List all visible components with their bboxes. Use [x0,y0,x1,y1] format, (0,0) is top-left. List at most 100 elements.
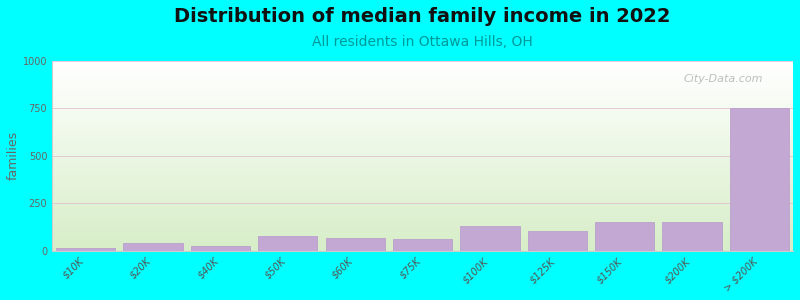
Bar [52,133,793,134]
Bar [52,168,793,169]
Bar [52,158,793,159]
Bar [52,145,793,146]
Bar [52,195,793,196]
Bar [52,220,793,221]
Bar [52,101,793,102]
Bar [52,77,793,78]
Bar [52,231,793,232]
Bar [52,85,793,86]
Bar [52,232,793,233]
Bar [52,171,793,172]
Bar [52,218,793,219]
Bar [52,160,793,161]
Bar [52,226,793,227]
Bar [52,65,793,66]
Bar [52,239,793,240]
Bar [52,113,793,114]
Bar [52,208,793,209]
Bar [52,96,793,97]
Bar [52,190,793,191]
Bar [52,61,793,62]
Bar [52,202,793,203]
Bar [52,105,793,106]
Bar [52,100,793,101]
Bar [52,103,793,104]
Bar [52,68,793,69]
Bar [52,92,793,93]
Bar [52,104,793,105]
Bar [52,193,793,194]
Bar [52,240,793,241]
Bar [52,135,793,136]
Bar [52,214,793,215]
Bar [52,248,793,249]
Bar [52,192,793,193]
Bar [460,226,519,251]
Bar [730,108,789,251]
Bar [52,246,793,247]
Bar [52,245,793,246]
Bar [52,164,793,165]
Bar [52,212,793,213]
Bar [52,153,793,154]
Bar [52,179,793,180]
Bar [52,121,793,122]
Bar [52,144,793,145]
Bar [52,224,793,225]
Bar [52,125,793,126]
Bar [52,81,793,82]
Bar [123,243,182,251]
Bar [52,182,793,183]
Bar [52,119,793,120]
Bar [52,149,793,150]
Bar [52,116,793,117]
Bar [52,123,793,124]
Bar [52,72,793,73]
Bar [52,78,793,79]
Bar [52,221,793,222]
Bar [52,197,793,198]
Bar [52,200,793,201]
Bar [595,223,654,251]
Bar [52,230,793,231]
Bar [52,99,793,100]
Bar [52,206,793,207]
Bar [52,140,793,141]
Bar [52,75,793,76]
Bar [52,82,793,83]
Bar [52,234,793,235]
Bar [52,93,793,94]
Bar [52,228,793,229]
Bar [258,236,318,251]
Bar [52,174,793,175]
Bar [52,170,793,171]
Bar [52,189,793,190]
Bar [52,225,793,226]
Bar [52,114,793,115]
Bar [52,139,793,140]
Bar [52,207,793,208]
Bar [52,150,793,151]
Bar [52,102,793,103]
Bar [52,247,793,248]
Bar [52,95,793,96]
Bar [52,163,793,164]
Bar [52,66,793,67]
Bar [52,235,793,236]
Bar [52,161,793,162]
Bar [52,237,793,238]
Bar [52,67,793,68]
Bar [52,229,793,230]
Bar [52,126,793,127]
Bar [52,184,793,185]
Bar [52,82,793,83]
Bar [52,129,793,130]
Bar [52,98,793,99]
Bar [52,131,793,132]
Bar [52,173,793,174]
Bar [52,69,793,70]
Bar [52,167,793,168]
Bar [52,186,793,187]
Bar [52,165,793,166]
Bar [52,61,793,62]
